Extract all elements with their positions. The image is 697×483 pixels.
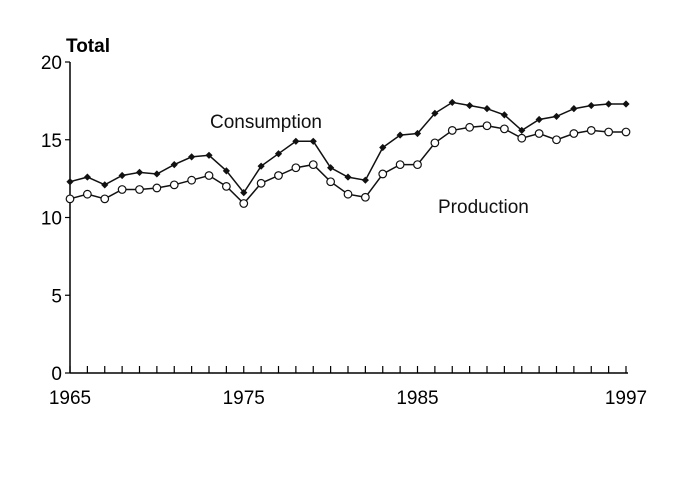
data-point-production xyxy=(395,160,405,170)
data-point-production xyxy=(499,124,509,134)
data-point-production xyxy=(465,122,475,132)
data-point-production xyxy=(169,180,179,190)
data-point-consumption xyxy=(379,143,387,152)
data-point-production xyxy=(82,189,92,199)
data-point-consumption xyxy=(274,150,283,158)
data-point-production xyxy=(430,138,440,148)
data-point-consumption xyxy=(396,131,404,139)
data-point-production xyxy=(274,171,283,180)
data-point-consumption xyxy=(83,173,91,181)
data-point-production xyxy=(482,121,492,131)
data-point-consumption xyxy=(170,161,178,169)
data-point-production xyxy=(621,127,631,137)
series-label-consumption: Consumption xyxy=(210,112,322,133)
data-point-production xyxy=(552,135,561,145)
data-point-consumption xyxy=(240,189,248,197)
data-point-consumption xyxy=(66,178,74,186)
data-point-consumption xyxy=(587,101,595,110)
data-point-production xyxy=(604,127,614,137)
data-point-consumption xyxy=(431,109,439,117)
data-point-consumption xyxy=(135,168,144,177)
data-point-production xyxy=(135,185,144,194)
data-point-consumption xyxy=(361,176,369,184)
data-point-production xyxy=(569,129,579,138)
data-point-consumption xyxy=(605,100,613,108)
data-point-consumption xyxy=(622,100,630,108)
data-point-production xyxy=(256,178,266,188)
data-point-consumption xyxy=(205,151,213,159)
x-tick-label: 1985 xyxy=(396,388,438,409)
data-point-consumption xyxy=(466,101,474,110)
data-point-production xyxy=(360,192,370,202)
data-point-consumption xyxy=(292,137,300,145)
data-point-production xyxy=(221,181,231,191)
x-tick-label: 1997 xyxy=(605,388,647,409)
data-point-consumption xyxy=(153,170,161,178)
data-point-production xyxy=(308,160,318,170)
y-tick-label: 5 xyxy=(51,286,62,307)
y-tick-label: 15 xyxy=(41,131,62,152)
data-point-production xyxy=(534,129,544,138)
data-point-consumption xyxy=(222,167,230,175)
x-tick-label: 1975 xyxy=(223,388,265,409)
data-point-production xyxy=(117,185,127,194)
data-point-consumption xyxy=(309,137,317,145)
data-point-consumption xyxy=(101,181,109,189)
data-point-consumption xyxy=(257,162,265,170)
data-point-production xyxy=(100,194,110,204)
data-point-consumption xyxy=(552,112,561,121)
data-point-production xyxy=(152,183,162,193)
data-point-production xyxy=(517,133,527,143)
data-point-consumption xyxy=(413,129,422,138)
y-tick-label: 0 xyxy=(51,364,62,385)
axes: 0 5 10 15 20 1965 1975 1985 1997 xyxy=(41,53,647,409)
data-point-consumption xyxy=(118,171,126,180)
data-point-production xyxy=(586,126,596,135)
series-label-production: Production xyxy=(438,197,529,218)
data-point-consumption xyxy=(448,98,456,107)
data-point-production xyxy=(343,189,353,199)
y-axis-title: Total xyxy=(66,36,110,57)
data-point-production xyxy=(378,169,388,179)
data-point-consumption xyxy=(500,111,508,119)
data-point-consumption xyxy=(188,153,196,161)
data-point-production xyxy=(326,177,336,187)
data-point-consumption xyxy=(483,105,491,113)
series-layer xyxy=(65,98,631,208)
data-point-production xyxy=(187,175,197,185)
data-point-consumption xyxy=(327,164,335,172)
data-point-production xyxy=(447,126,457,135)
data-point-production xyxy=(239,199,249,208)
data-point-production xyxy=(204,171,214,180)
data-point-consumption xyxy=(518,126,526,135)
data-point-production xyxy=(291,163,301,173)
data-point-consumption xyxy=(570,105,578,113)
y-tick-label: 10 xyxy=(41,209,62,230)
data-point-consumption xyxy=(535,115,543,124)
x-tick-label: 1965 xyxy=(49,388,91,409)
data-point-production xyxy=(65,194,75,204)
data-point-consumption xyxy=(344,173,352,181)
y-tick-label: 20 xyxy=(41,53,62,74)
data-point-production xyxy=(413,160,422,170)
